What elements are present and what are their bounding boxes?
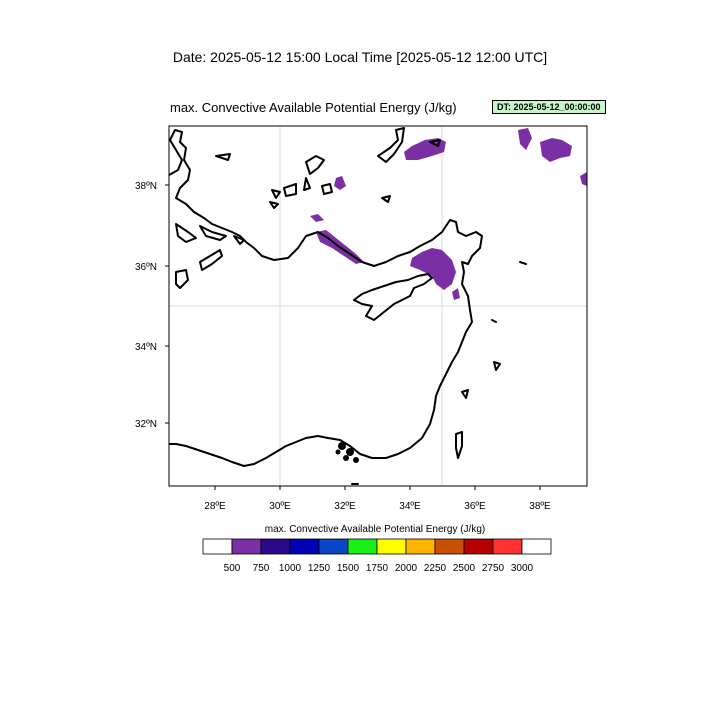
map-frame (168, 125, 588, 487)
colorbar-label: 2000 (394, 563, 418, 574)
colorbar-label: 1250 (307, 563, 331, 574)
x-axis: 28ºE 30ºE 32ºE 34ºE 36ºE 38ºE (204, 486, 551, 512)
y-axis: 38ºN 36ºN 34ºN 32ºN (135, 181, 169, 430)
x-tick-label: 36ºE (464, 501, 486, 512)
colorbar-swatch (463, 538, 494, 555)
colorbar-label: 500 (223, 563, 241, 574)
coastlines (169, 127, 527, 485)
date-line: Date: 2025-05-12 15:00 Local Time [2025-… (172, 49, 548, 65)
colorbar-swatch (289, 538, 320, 555)
colorbar-label: 1000 (278, 563, 302, 574)
colorbar-swatch (434, 538, 465, 555)
colorbar-swatch (231, 538, 262, 555)
colorbar-swatch (405, 538, 436, 555)
colorbar-label: 3000 (510, 563, 534, 574)
colorbar-title: max. Convective Available Potential Ener… (264, 524, 486, 535)
colorbar-label: 2250 (423, 563, 447, 574)
colorbar-label: 2500 (452, 563, 476, 574)
colorbar-swatch (492, 538, 523, 555)
x-tick-label: 30ºE (269, 501, 291, 512)
cape-field (310, 128, 587, 300)
colorbar-swatch (521, 538, 552, 555)
colorbar-swatch (202, 538, 233, 555)
y-tick-label: 32ºN (135, 419, 157, 430)
x-tick-label: 32ºE (334, 501, 356, 512)
nile-delta (335, 442, 359, 463)
x-tick-label: 38ºE (529, 501, 551, 512)
colorbar-label: 1500 (336, 563, 360, 574)
grid-lines (169, 126, 587, 486)
colorbar-swatch (376, 538, 407, 555)
colorbar-swatch (347, 538, 378, 555)
x-tick-label: 34ºE (399, 501, 421, 512)
datetime-badge: DT: 2025-05-12_00:00:00 (492, 100, 606, 114)
colorbar-label: 750 (252, 563, 270, 574)
colorbar-label: 2750 (481, 563, 505, 574)
colorbar-label: 1750 (365, 563, 389, 574)
map-plot-area (169, 126, 587, 486)
y-tick-label: 34ºN (135, 342, 157, 353)
colorbar-swatches (202, 538, 552, 555)
x-tick-label: 28ºE (204, 501, 226, 512)
y-tick-label: 38ºN (135, 181, 157, 192)
map-title: max. Convective Available Potential Ener… (170, 100, 457, 115)
y-tick-label: 36ºN (135, 262, 157, 273)
colorbar-swatch (260, 538, 291, 555)
colorbar-swatch (318, 538, 349, 555)
